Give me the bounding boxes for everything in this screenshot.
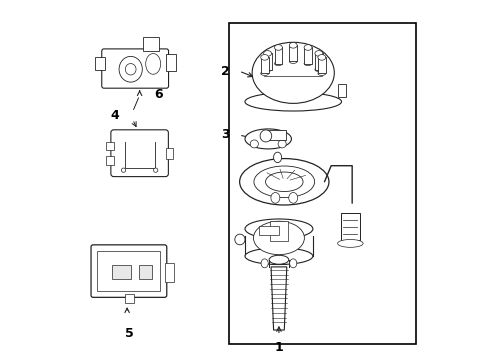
Ellipse shape [273,152,282,163]
Bar [95,57,105,70]
Ellipse shape [289,59,297,63]
Text: 6: 6 [154,88,163,101]
Text: 5: 5 [124,327,133,340]
Bar [167,54,176,71]
Ellipse shape [274,45,282,50]
Bar [259,226,279,235]
FancyBboxPatch shape [111,130,169,177]
Bar [98,251,160,291]
Bar [315,53,323,69]
Ellipse shape [125,64,136,75]
Bar [165,263,174,282]
Ellipse shape [261,259,268,268]
Ellipse shape [290,259,297,268]
Text: 3: 3 [221,129,230,141]
Ellipse shape [304,45,312,50]
Ellipse shape [315,68,323,72]
Ellipse shape [252,42,334,103]
Bar [270,221,288,241]
Ellipse shape [266,172,303,192]
Ellipse shape [245,93,342,111]
Bar [318,57,326,73]
Ellipse shape [245,219,313,239]
Ellipse shape [271,193,280,203]
Ellipse shape [261,71,269,76]
FancyBboxPatch shape [102,49,169,88]
Ellipse shape [289,42,297,48]
Ellipse shape [245,248,313,265]
Bar [106,142,115,150]
Text: 2: 2 [221,64,230,77]
FancyBboxPatch shape [91,245,167,297]
Bar [266,130,286,140]
Ellipse shape [122,168,126,172]
Bar [261,57,269,73]
Ellipse shape [264,51,271,56]
Ellipse shape [318,71,326,76]
Ellipse shape [250,140,258,148]
Ellipse shape [278,140,286,148]
Bar [264,53,271,69]
Ellipse shape [153,168,158,172]
Bar [274,48,282,64]
Bar [124,294,134,303]
Bar [304,48,312,64]
Bar [166,148,172,158]
Text: 4: 4 [110,109,119,122]
Bar [229,23,416,344]
Bar [106,156,115,165]
Text: 1: 1 [274,341,283,354]
Bar [125,141,155,168]
Bar [339,85,346,97]
Ellipse shape [269,255,289,264]
Ellipse shape [119,57,142,82]
Ellipse shape [264,68,271,72]
Ellipse shape [235,234,245,245]
Polygon shape [271,267,287,330]
Ellipse shape [253,221,304,255]
Ellipse shape [338,239,363,247]
Ellipse shape [304,62,312,66]
Bar [143,37,159,51]
Ellipse shape [260,130,271,142]
Ellipse shape [315,51,323,56]
Ellipse shape [146,54,161,74]
Bar [289,45,297,62]
Bar [112,265,131,279]
Ellipse shape [261,55,269,60]
Ellipse shape [245,129,292,149]
Ellipse shape [274,62,282,66]
Bar [341,213,360,240]
Ellipse shape [254,166,315,198]
Ellipse shape [318,55,326,60]
Ellipse shape [240,158,329,205]
Ellipse shape [289,193,298,203]
Bar [139,265,152,279]
